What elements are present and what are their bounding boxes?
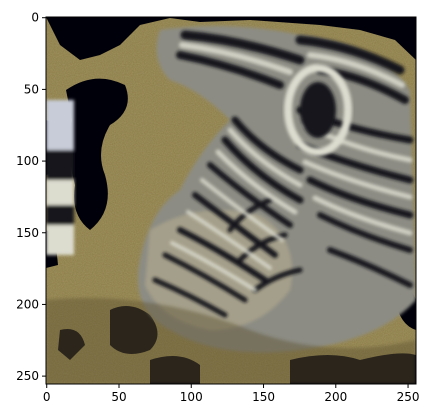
x-tick-label: 150	[252, 390, 275, 404]
y-tick-label: 250	[16, 369, 39, 383]
y-axis: 0 50 100 150 200 250	[16, 11, 46, 383]
zebra-light-stripes	[170, 42, 413, 292]
zebra-photo	[46, 17, 416, 384]
x-axis: 0 50 100 150 200 250	[43, 384, 420, 404]
y-tick-label: 0	[31, 11, 39, 25]
axes-frame	[45, 16, 417, 385]
y-tick-label: 200	[16, 297, 39, 311]
x-tick-label: 100	[180, 390, 203, 404]
grass-shadow	[46, 298, 416, 384]
x-tick-label: 50	[111, 390, 126, 404]
y-tick-label: 100	[16, 154, 39, 168]
x-tick-label: 0	[43, 390, 51, 404]
x-tick-label: 250	[397, 390, 420, 404]
zebra-ear	[284, 64, 352, 156]
x-tick-label: 200	[324, 390, 347, 404]
y-tick-label: 50	[24, 82, 39, 96]
left-zebra-slice	[46, 100, 74, 255]
y-tick-label: 150	[16, 226, 39, 240]
